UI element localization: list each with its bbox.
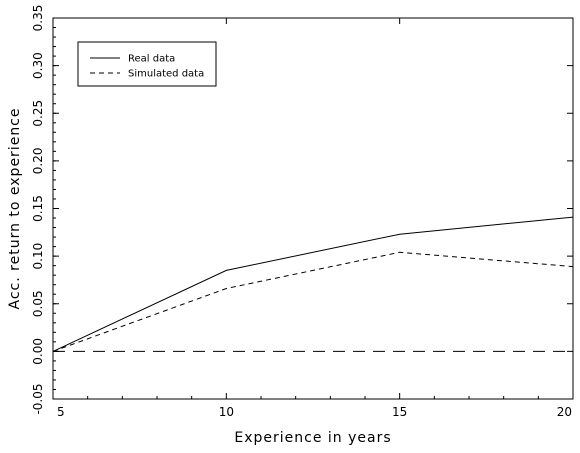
- y-tick-label: 0.15: [31, 195, 45, 222]
- series-layer: [52, 216, 574, 352]
- x-tick-label: 10: [219, 405, 234, 419]
- x-axis-label: Experience in years: [234, 430, 391, 446]
- x-tick-label: 20: [557, 405, 572, 419]
- y-tick-label: 0.30: [31, 52, 45, 79]
- x-tick-label: 5: [57, 405, 65, 419]
- y-tick-label: 0.25: [31, 100, 45, 127]
- y-tick-label: 0.00: [31, 338, 45, 365]
- y-axis: -0.05 0.00 0.05 0.10 0.15 0.20 0.25 0.30 0.35: [31, 5, 573, 415]
- series-line-real-data: [52, 216, 574, 352]
- y-axis-label: Acc. return to experience: [7, 108, 23, 310]
- legend: Real data Simulated data: [77, 41, 217, 87]
- x-axis: 5 10 15 20: [52, 18, 574, 419]
- y-tick-label: 0.05: [31, 290, 45, 317]
- y-tick-label: 0.20: [31, 148, 45, 175]
- x-tick-label: 15: [392, 405, 407, 419]
- legend-label: Simulated data: [128, 69, 204, 80]
- legend-label: Real data: [128, 54, 175, 65]
- y-tick-label: -0.05: [31, 383, 45, 414]
- y-tick-label: 0.35: [31, 5, 45, 32]
- y-tick-label: 0.10: [31, 243, 45, 270]
- legend-box: [77, 41, 217, 87]
- series-line-simulated-data: [52, 251, 574, 352]
